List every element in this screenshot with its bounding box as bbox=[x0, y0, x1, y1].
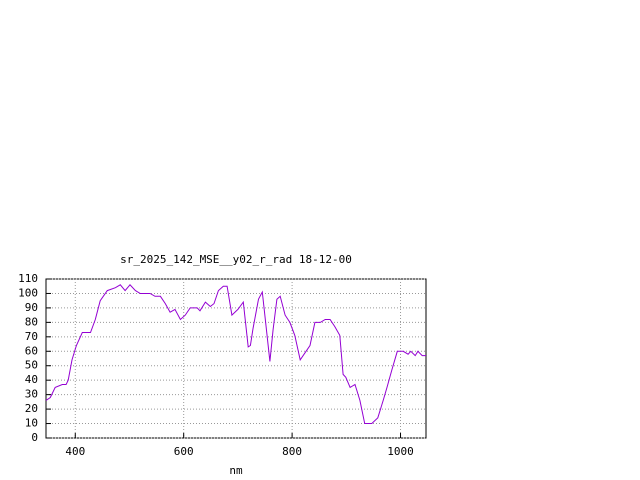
x-axis-label: nm bbox=[229, 464, 243, 477]
x-tick-label: 600 bbox=[174, 445, 194, 458]
y-tick-label: 90 bbox=[25, 301, 38, 314]
y-tick-label: 50 bbox=[25, 359, 38, 372]
data-line bbox=[45, 284, 426, 424]
x-tick-label: 800 bbox=[282, 445, 302, 458]
y-tick-label: 60 bbox=[25, 344, 38, 357]
y-tick-label: 80 bbox=[25, 315, 38, 328]
y-tick-label: 30 bbox=[25, 388, 38, 401]
y-tick-label: 70 bbox=[25, 330, 38, 343]
y-tick-label: 110 bbox=[18, 272, 38, 285]
chart-title: sr_2025_142_MSE__y02_r_rad 18-12-00 bbox=[120, 253, 352, 266]
y-tick-label: 10 bbox=[25, 417, 38, 430]
x-tick-label: 400 bbox=[65, 445, 85, 458]
plot-frame bbox=[45, 278, 427, 439]
x-tick-label: 1000 bbox=[387, 445, 414, 458]
y-tick-label: 40 bbox=[25, 373, 38, 386]
y-tick-label: 20 bbox=[25, 402, 38, 415]
y-tick-label: 100 bbox=[18, 286, 38, 299]
y-tick-label: 0 bbox=[31, 431, 38, 444]
